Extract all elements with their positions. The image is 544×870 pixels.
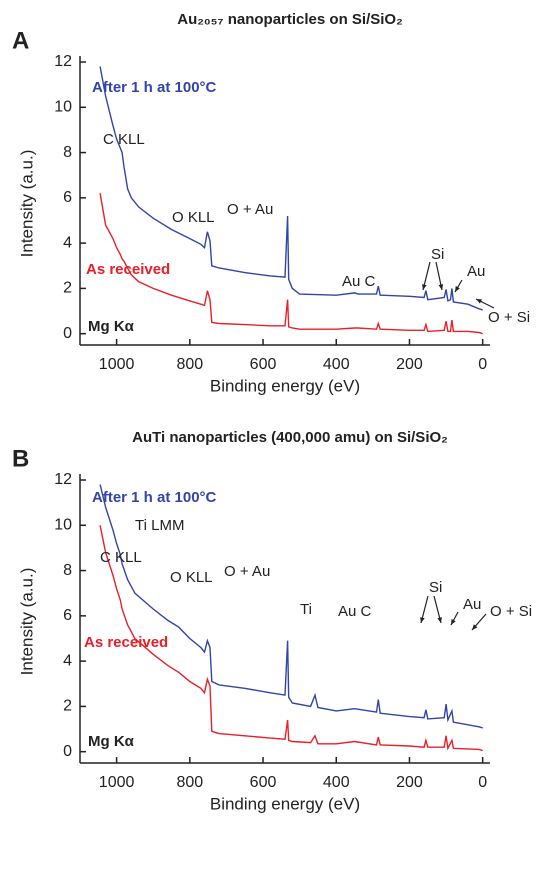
y-tick-label: 4: [63, 652, 72, 669]
y-tick-label: 2: [63, 698, 72, 715]
arrow-head: [472, 624, 478, 630]
arrow-head: [455, 286, 460, 292]
series-label: After 1 h at 100°C: [92, 489, 217, 506]
x-tick-label: 0: [478, 356, 487, 373]
y-tick-label: 10: [54, 516, 72, 533]
series-label: As received: [86, 261, 170, 278]
annotation: Ti: [300, 601, 312, 618]
x-tick-label: 200: [396, 774, 423, 791]
spectrum-line: [99, 193, 483, 335]
arrow-head: [420, 617, 425, 623]
annotation: Au C: [342, 273, 376, 290]
x-tick-label: 200: [396, 356, 423, 373]
annotation: Ti LMM: [135, 517, 184, 534]
y-tick-label: 2: [63, 280, 72, 297]
annotation: Au: [467, 263, 485, 280]
annotation: Si: [431, 246, 444, 263]
y-axis-label: Intensity (a.u.): [17, 568, 36, 676]
annotation: Au C: [338, 603, 372, 620]
y-tick-label: 0: [63, 325, 72, 342]
annotation: C KLL: [100, 549, 142, 566]
annotation: O + Si: [490, 603, 532, 620]
series-label: As received: [84, 634, 168, 651]
x-tick-label: 800: [176, 356, 203, 373]
annotation: C KLL: [103, 131, 145, 148]
arrow-head: [437, 617, 442, 623]
x-tick-label: 400: [323, 356, 350, 373]
y-tick-label: 8: [63, 562, 72, 579]
spectrum-line: [99, 525, 483, 752]
y-tick-label: 0: [63, 743, 72, 760]
x-tick-label: 800: [176, 774, 203, 791]
arrow-head: [451, 619, 456, 625]
annotation: O + Au: [227, 201, 273, 218]
y-axis-label: Intensity (a.u.): [17, 150, 36, 258]
annotation: O + Si: [488, 309, 530, 326]
panel-letter: B: [12, 445, 29, 472]
x-tick-label: 0: [478, 774, 487, 791]
annotation: Mg Kα: [88, 733, 135, 750]
annotation: O KLL: [170, 569, 213, 586]
y-tick-label: 4: [63, 234, 72, 251]
panel-letter: A: [12, 27, 29, 54]
y-tick-label: 6: [63, 189, 72, 206]
annotation: Si: [429, 579, 442, 596]
chart-title: AuTi nanoparticles (400,000 amu) on Si/S…: [132, 429, 448, 446]
y-tick-label: 12: [54, 471, 72, 488]
x-axis-label: Binding energy (eV): [210, 376, 360, 395]
annotation: O KLL: [172, 209, 215, 226]
y-tick-label: 12: [54, 53, 72, 70]
annotation: Au: [463, 596, 481, 613]
x-tick-label: 600: [250, 356, 277, 373]
y-tick-label: 10: [54, 98, 72, 115]
x-axis-label: Binding energy (eV): [210, 794, 360, 813]
annotation: O + Au: [224, 563, 270, 580]
x-tick-label: 400: [323, 774, 350, 791]
spectrum-line: [99, 66, 483, 311]
x-tick-label: 1000: [99, 356, 135, 373]
arrow-head: [422, 284, 427, 290]
y-tick-label: 8: [63, 144, 72, 161]
series-label: After 1 h at 100°C: [92, 79, 217, 96]
annotation: Mg Kα: [88, 318, 135, 335]
arrow-head: [438, 284, 444, 290]
arrow-head: [476, 299, 482, 304]
y-tick-label: 6: [63, 607, 72, 624]
x-tick-label: 600: [250, 774, 277, 791]
chart-title: Au₂₀₅₇ nanoparticles on Si/SiO₂: [177, 11, 403, 28]
x-tick-label: 1000: [99, 774, 135, 791]
spectrum-line: [99, 484, 483, 729]
